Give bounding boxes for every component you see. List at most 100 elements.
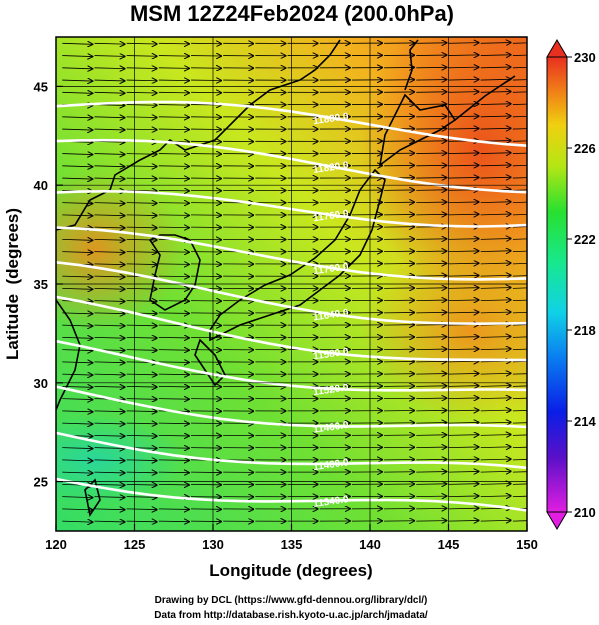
wind-arrow [62, 472, 92, 473]
wind-arrow [94, 374, 124, 375]
wind-vectors [62, 42, 527, 522]
x-tick-label: 150 [516, 537, 538, 552]
wind-arrow [62, 374, 92, 375]
wind-arrow [480, 373, 511, 374]
wind-arrow [448, 177, 479, 178]
wind-arrow [512, 287, 527, 289]
wind-arrow [158, 227, 189, 228]
wind-arrow [512, 520, 527, 522]
wind-arrow [94, 68, 124, 69]
wind-arrow [480, 337, 511, 338]
y-tick-label: 45 [34, 79, 48, 94]
wind-arrow [512, 54, 527, 56]
wind-arrow [480, 386, 511, 387]
wind-arrow [480, 288, 511, 289]
wind-arrow [448, 202, 479, 203]
wind-arrow [416, 214, 446, 215]
wind-arrow [480, 153, 511, 154]
coastline-kyushu [194, 338, 226, 387]
coastline-honshu [209, 168, 386, 342]
contour-label: 11400.0 [313, 457, 350, 473]
wind-arrow [94, 215, 124, 216]
wind-arrow [62, 178, 92, 179]
y-tick-label: 35 [34, 277, 48, 292]
colorbar-bottom-arrow [546, 511, 568, 530]
wind-arrow [448, 92, 479, 93]
wind-arrow [512, 459, 527, 461]
coastline-kuril [454, 75, 516, 121]
wind-arrow [480, 263, 511, 264]
credit-data: Data from http://database.rish.kyoto-u.a… [154, 610, 428, 621]
contour-label: 11820.0 [313, 160, 350, 176]
y-axis-label: Latitude (degrees) [3, 208, 22, 360]
wind-arrow [126, 337, 157, 338]
wind-arrow [126, 117, 157, 118]
wind-arrow [94, 276, 124, 277]
wind-arrow [62, 129, 92, 130]
wind-arrow [416, 447, 446, 448]
wind-arrow [62, 154, 92, 155]
wind-arrow [416, 410, 446, 411]
contour-label: 11460.0 [313, 420, 350, 436]
y-tick-label: 30 [34, 376, 48, 391]
wind-arrow [94, 56, 124, 57]
wind-arrow [416, 386, 446, 387]
contour-label: 11340.0 [313, 494, 350, 510]
wind-arrow [94, 411, 124, 412]
colorbar-tick-label: 214 [574, 414, 596, 429]
wind-arrow [512, 250, 527, 252]
wind-arrow [512, 348, 527, 351]
wind-arrow [158, 435, 189, 436]
wind-arrow [158, 190, 189, 191]
wind-arrow [416, 251, 446, 252]
wind-arrow [126, 411, 157, 412]
wind-arrow [126, 227, 157, 228]
wind-arrow [62, 92, 92, 93]
colorbar-tick-label: 222 [574, 232, 596, 247]
x-axis-label: Longitude (degrees) [209, 561, 372, 580]
wind-arrow [62, 68, 92, 69]
wind-arrow [448, 165, 479, 166]
wind-arrow [62, 43, 92, 44]
wind-arrow [512, 103, 527, 105]
wind-arrow [448, 128, 479, 129]
y-tick-label: 40 [34, 178, 48, 193]
colorbar-tick-label: 230 [574, 50, 596, 65]
wind-arrow [480, 177, 511, 178]
wind-arrow [416, 361, 446, 362]
x-tick-label: 135 [281, 537, 303, 552]
wind-arrow [126, 68, 157, 69]
wind-arrow [94, 117, 124, 118]
wind-arrow [62, 399, 92, 400]
wind-arrow [158, 154, 189, 155]
plot-area: 11880.0 11820.0 11760.0 11700.0 11640.0 11580… [56, 37, 527, 531]
wind-arrow [480, 79, 511, 80]
wind-arrow [126, 178, 157, 179]
wind-arrow [62, 215, 92, 216]
wind-arrow [448, 349, 479, 350]
wind-arrow [62, 276, 92, 277]
wind-arrow [512, 263, 527, 265]
wind-arrow [158, 288, 189, 289]
wind-arrow [480, 398, 511, 399]
wind-arrow [126, 472, 157, 473]
wind-arrow [94, 92, 124, 93]
contour-label: 11880.0 [313, 111, 350, 127]
wind-arrow [62, 423, 92, 424]
wind-arrow [416, 325, 446, 326]
wind-arrow [480, 202, 511, 203]
wind-arrow [158, 362, 189, 363]
wind-arrow [416, 459, 446, 460]
wind-arrow [94, 435, 124, 436]
wind-arrow [62, 166, 92, 167]
wind-arrow [158, 178, 189, 179]
colorbar-body [546, 56, 568, 513]
wind-arrow [448, 459, 479, 460]
contour-label: 11520.0 [313, 382, 350, 398]
wind-arrow [416, 312, 446, 313]
wind-arrow [126, 264, 157, 265]
wind-arrow [158, 105, 189, 106]
x-tick-label: 140 [359, 537, 381, 552]
y-tick-label: 25 [34, 475, 48, 490]
wind-arrow [158, 460, 189, 461]
